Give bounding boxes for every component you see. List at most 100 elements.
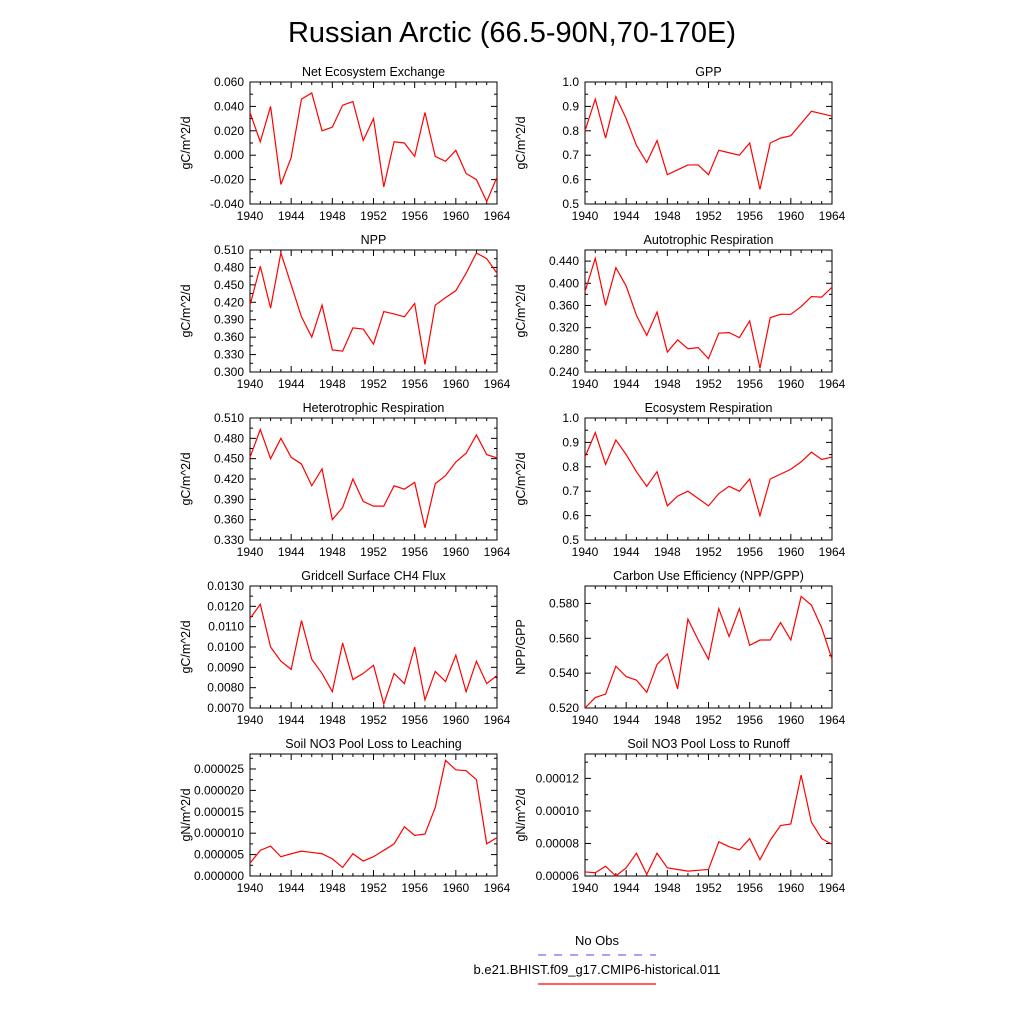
x-tick-label: 1952 bbox=[360, 881, 387, 895]
x-tick-label: 1956 bbox=[736, 881, 763, 895]
y-tick-label: 0.00010 bbox=[536, 804, 580, 818]
y-tick-label: 0.8 bbox=[562, 460, 579, 474]
x-tick-label: 1948 bbox=[654, 713, 681, 727]
y-tick-label: 1.0 bbox=[562, 75, 579, 89]
x-tick-label: 1960 bbox=[442, 209, 469, 223]
x-tick-label: 1940 bbox=[237, 545, 264, 559]
x-tick-label: 1952 bbox=[360, 545, 387, 559]
x-tick-label: 1960 bbox=[777, 545, 804, 559]
y-tick-label: 0.390 bbox=[214, 313, 244, 327]
plot-frame bbox=[584, 585, 833, 709]
x-tick-label: 1952 bbox=[695, 881, 722, 895]
x-tick-label: 1952 bbox=[360, 713, 387, 727]
x-tick-label: 1952 bbox=[695, 545, 722, 559]
x-tick-label: 1952 bbox=[695, 713, 722, 727]
y-tick-label: 0.390 bbox=[214, 492, 244, 506]
y-tick-label: 0.280 bbox=[549, 343, 579, 357]
panel-soil-no3-pool-loss-to-runoff: Soil NO3 Pool Loss to Runoff gN/m^2/d 1940… bbox=[514, 737, 846, 895]
y-tick-label: 0.060 bbox=[214, 75, 244, 89]
y-tick-label: 0.400 bbox=[549, 276, 579, 290]
y-axis-label: gN/m^2/d bbox=[179, 788, 193, 841]
x-tick-label: 1948 bbox=[319, 545, 346, 559]
x-tick-label: 1940 bbox=[237, 713, 264, 727]
series-line bbox=[249, 759, 498, 869]
y-tick-label: 0.450 bbox=[214, 278, 244, 292]
x-tick-label: 1964 bbox=[484, 209, 511, 223]
y-tick-label: 0.360 bbox=[549, 298, 579, 312]
y-tick-label: 0.240 bbox=[549, 365, 579, 379]
legend-model-label: b.e21.BHIST.f09_g17.CMIP6-historical.011 bbox=[474, 962, 721, 977]
x-tick-label: 1960 bbox=[442, 545, 469, 559]
x-tick-label: 1944 bbox=[278, 209, 305, 223]
panel-title: Ecosystem Respiration bbox=[645, 401, 773, 415]
y-tick-label: 0.7 bbox=[562, 484, 579, 498]
plot-frame bbox=[584, 417, 833, 541]
y-tick-label: 0.0110 bbox=[208, 620, 244, 634]
y-tick-label: 0.0120 bbox=[207, 599, 244, 613]
x-tick-label: 1960 bbox=[442, 377, 469, 391]
y-tick-label: 0.320 bbox=[549, 321, 579, 335]
x-tick-label: 1948 bbox=[654, 545, 681, 559]
y-tick-label: 0.440 bbox=[549, 254, 579, 268]
x-tick-label: 1960 bbox=[777, 713, 804, 727]
x-tick-label: 1948 bbox=[654, 209, 681, 223]
y-tick-label: 0.6 bbox=[562, 173, 579, 187]
y-tick-label: 0.000020 bbox=[194, 783, 244, 797]
y-tick-label: 0.5 bbox=[562, 197, 579, 211]
x-tick-label: 1956 bbox=[401, 209, 428, 223]
panel-gridcell-surface-ch4-flux: Gridcell Surface CH4 Flux gC/m^2/d 1940 194… bbox=[179, 569, 511, 727]
panel-carbon-use-efficiency-npp-gpp: Carbon Use Efficiency (NPP/GPP) NPP/GPP 19… bbox=[514, 569, 846, 727]
y-axis-label: gC/m^2/d bbox=[514, 452, 528, 505]
y-tick-label: 0.0070 bbox=[207, 701, 244, 715]
x-tick-label: 1944 bbox=[613, 377, 640, 391]
plot-frame bbox=[584, 81, 833, 205]
y-tick-label: 0.00006 bbox=[536, 869, 580, 883]
y-tick-label: 0.0130 bbox=[207, 579, 244, 593]
panel-title: NPP bbox=[361, 233, 387, 247]
y-tick-label: 0.330 bbox=[214, 533, 244, 547]
y-tick-label: 0.360 bbox=[214, 513, 244, 527]
y-tick-label: 0.7 bbox=[562, 148, 579, 162]
series-line bbox=[584, 595, 833, 709]
panel-title: Soil NO3 Pool Loss to Leaching bbox=[285, 737, 462, 751]
panel-title: GPP bbox=[695, 65, 721, 79]
y-tick-label: 0.450 bbox=[214, 452, 244, 466]
y-tick-label: 0.000015 bbox=[194, 805, 244, 819]
y-tick-label: 0.300 bbox=[214, 365, 244, 379]
y-tick-label: -0.020 bbox=[210, 173, 244, 187]
x-tick-label: 1944 bbox=[613, 545, 640, 559]
x-tick-label: 1948 bbox=[319, 713, 346, 727]
y-tick-label: 0.000005 bbox=[194, 848, 244, 862]
legend: No Obs b.e21.BHIST.f09_g17.CMIP6-histori… bbox=[474, 933, 721, 985]
series-line bbox=[584, 94, 833, 190]
x-tick-label: 1952 bbox=[695, 377, 722, 391]
y-tick-label: 0.330 bbox=[214, 348, 244, 362]
x-tick-label: 1964 bbox=[819, 881, 846, 895]
y-tick-label: 0.520 bbox=[549, 701, 579, 715]
x-tick-label: 1940 bbox=[237, 881, 264, 895]
panel-ecosystem-respiration: Ecosystem Respiration gC/m^2/d 1940 1944 194… bbox=[514, 401, 846, 559]
plot-frame bbox=[249, 81, 498, 205]
x-tick-label: 1960 bbox=[442, 713, 469, 727]
x-tick-label: 1940 bbox=[572, 881, 599, 895]
y-tick-label: 0.00008 bbox=[536, 836, 580, 850]
x-tick-label: 1948 bbox=[319, 881, 346, 895]
x-tick-label: 1956 bbox=[736, 209, 763, 223]
plot-frame bbox=[584, 753, 833, 877]
y-axis-label: gC/m^2/d bbox=[514, 116, 528, 169]
y-tick-label: 0.510 bbox=[214, 243, 244, 257]
x-tick-label: 1944 bbox=[613, 209, 640, 223]
panels: Net Ecosystem Exchange gC/m^2/d 1940 1944 19… bbox=[179, 65, 846, 895]
y-tick-label: 1.0 bbox=[562, 411, 579, 425]
x-tick-label: 1952 bbox=[360, 377, 387, 391]
plot-frame bbox=[249, 753, 498, 877]
x-tick-label: 1940 bbox=[572, 377, 599, 391]
x-tick-label: 1948 bbox=[319, 209, 346, 223]
y-tick-label: 0.0100 bbox=[207, 640, 244, 654]
x-tick-label: 1964 bbox=[484, 377, 511, 391]
series-line bbox=[584, 775, 833, 877]
panel-npp: NPP gC/m^2/d 1940 1944 1948 1952 1956 1960 1964 0… bbox=[179, 233, 511, 391]
x-tick-label: 1964 bbox=[484, 545, 511, 559]
panel-title: Autotrophic Respiration bbox=[644, 233, 774, 247]
